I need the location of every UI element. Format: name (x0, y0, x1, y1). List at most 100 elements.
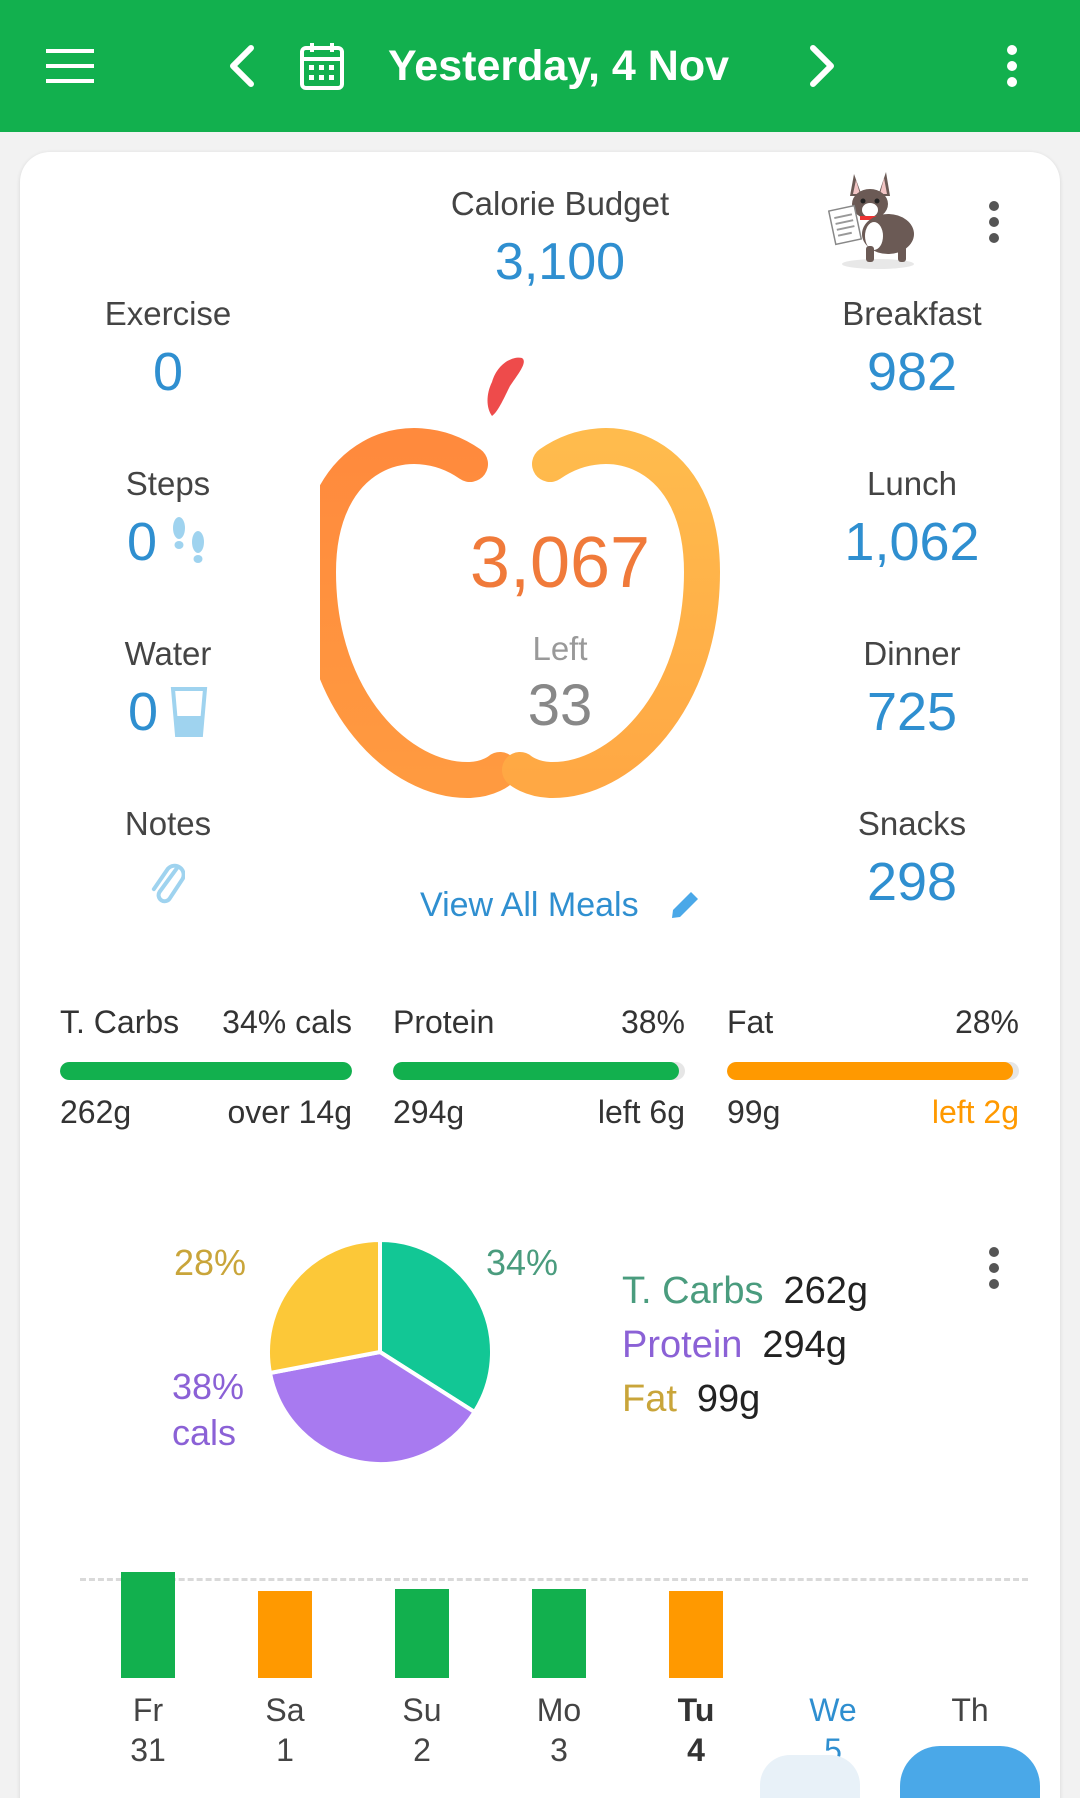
macro-grams: 294g (393, 1094, 465, 1130)
meal-value: 982 (866, 342, 958, 402)
legend-item-carbs: T. Carbs 262g (622, 1264, 868, 1318)
dog-mascot-icon[interactable] (827, 168, 928, 270)
next-day-button[interactable] (780, 28, 864, 104)
chart-day-date: 1 (276, 1732, 294, 1768)
more-vert-icon (1007, 45, 1017, 87)
calendar-button[interactable] (280, 28, 364, 104)
chart-day-name: Mo (536, 1692, 582, 1728)
macro-progress-fill (727, 1062, 1014, 1080)
calories-eaten-value: 3,067 (469, 523, 651, 603)
daily-summary-card: Calorie Budget 3,100 (20, 152, 1060, 1798)
chart-day-name: We (809, 1692, 857, 1728)
steps-label: Steps (125, 465, 211, 502)
menu-icon (46, 49, 94, 83)
legend-name: T. Carbs (622, 1270, 764, 1312)
macro-percent: 34% cals (222, 1004, 352, 1040)
chart-day-label[interactable]: Th (915, 1690, 1025, 1730)
meal-dinner[interactable]: Dinner 725 (792, 632, 1032, 748)
legend-name: Fat (622, 1378, 677, 1420)
notes-label: Notes (124, 805, 212, 842)
summary-options-button[interactable] (974, 192, 1014, 252)
chart-bar[interactable] (532, 1588, 586, 1678)
pie-slice-protein (267, 1349, 478, 1466)
chart-day-name: Tu (677, 1692, 715, 1728)
pie-label-fat: 28% (174, 1242, 247, 1283)
meal-value: 298 (866, 852, 958, 912)
pie-label-carbs: 34% (486, 1242, 559, 1283)
chevron-right-icon (810, 45, 834, 87)
chart-day-label[interactable]: Fr 31 (93, 1690, 203, 1770)
current-date-title[interactable]: Yesterday, 4 Nov (388, 42, 729, 90)
macro-grams: 99g (727, 1094, 781, 1130)
chart-day-label[interactable]: Tu 4 (641, 1690, 751, 1770)
calories-left-value: 33 (527, 673, 593, 738)
chart-day-label[interactable]: Su 2 (367, 1690, 477, 1770)
macro-progress-fill (60, 1062, 352, 1080)
chart-day-name: Th (951, 1692, 989, 1728)
steps-value: 0 (126, 512, 158, 572)
meal-label: Dinner (863, 635, 961, 672)
chart-day-label[interactable]: Mo 3 (504, 1690, 614, 1770)
chart-day-label[interactable]: Sa 1 (230, 1690, 340, 1770)
overflow-menu-button[interactable] (970, 28, 1054, 104)
macro-grams: 262g (60, 1094, 132, 1130)
chart-day-name: Fr (132, 1692, 164, 1728)
chart-day-label[interactable]: We 5 (778, 1690, 888, 1770)
pie-label-protein-percent: 38% (172, 1366, 245, 1407)
legend-grams: 99g (696, 1378, 761, 1420)
legend-grams: 294g (762, 1324, 847, 1366)
weekly-calorie-chart[interactable]: Fr 31 Sa 1 Su 2 Mo 3 Tu 4 We 5 Th (60, 1532, 1040, 1798)
apple-ring-graphic (320, 357, 721, 798)
legend-name: Protein (622, 1324, 743, 1366)
chart-day-date: 31 (130, 1732, 166, 1768)
meal-breakfast[interactable]: Breakfast 982 (792, 292, 1032, 408)
calories-left-label: Left (532, 630, 588, 667)
meal-snacks[interactable]: Snacks 298 (792, 802, 1032, 918)
exercise-label: Exercise (104, 295, 232, 332)
previous-day-button[interactable] (200, 28, 284, 104)
macro-legend: T. Carbs 262g Protein 294g Fat 99g (622, 1264, 868, 1426)
chart-bar[interactable] (121, 1571, 175, 1678)
macro-pie-chart[interactable] (260, 1232, 500, 1472)
macro-progress-bar (393, 1062, 685, 1080)
paperclip-icon (151, 863, 185, 904)
edit-pencil-icon (671, 892, 698, 918)
meal-lunch[interactable]: Lunch 1,062 (792, 462, 1032, 578)
chart-bar[interactable] (669, 1590, 723, 1678)
calendar-icon (300, 43, 344, 90)
meal-value: 725 (866, 682, 958, 742)
chart-bar[interactable] (258, 1590, 312, 1678)
macro-percent: 28% (954, 1004, 1019, 1040)
more-vert-icon (989, 201, 999, 243)
exercise-value: 0 (152, 342, 184, 402)
exercise-stat[interactable]: Exercise 0 (48, 292, 288, 408)
macro-percent: 38% (620, 1004, 685, 1040)
macro-chart-options-button[interactable] (974, 1238, 1014, 1298)
calorie-apple-ring[interactable]: 3,067 Left 33 (320, 352, 800, 812)
notes-stat[interactable]: Notes (48, 802, 288, 918)
footsteps-icon (173, 517, 205, 563)
meal-label: Breakfast (842, 295, 982, 332)
water-stat[interactable]: Water 0 (48, 632, 288, 748)
chart-day-date: 4 (687, 1732, 705, 1768)
chart-day-date: 3 (550, 1732, 568, 1768)
view-all-meals-link[interactable]: View All Meals (420, 877, 760, 933)
macro-name: Protein (393, 1004, 495, 1040)
secondary-action-button[interactable] (760, 1755, 860, 1798)
chart-day-date: 2 (413, 1732, 431, 1768)
macro-fat[interactable]: Fat 28% 99g left 2g (727, 1000, 1019, 1134)
pie-label-protein-unit: cals (172, 1412, 237, 1453)
add-food-button[interactable] (900, 1746, 1040, 1798)
calorie-budget[interactable]: Calorie Budget 3,100 (410, 182, 710, 298)
chart-bar[interactable] (395, 1588, 449, 1678)
macro-protein[interactable]: Protein 38% 294g left 6g (393, 1000, 685, 1134)
calorie-budget-value: 3,100 (494, 233, 626, 291)
water-value: 0 (127, 682, 159, 742)
macro-carbs[interactable]: T. Carbs 34% cals 262g over 14g (60, 1000, 352, 1134)
menu-button[interactable] (28, 28, 112, 104)
legend-item-protein: Protein 294g (622, 1318, 868, 1372)
steps-stat[interactable]: Steps 0 (48, 462, 288, 578)
calorie-budget-label: Calorie Budget (450, 185, 670, 222)
chevron-left-icon (230, 45, 254, 87)
water-label: Water (124, 635, 212, 672)
